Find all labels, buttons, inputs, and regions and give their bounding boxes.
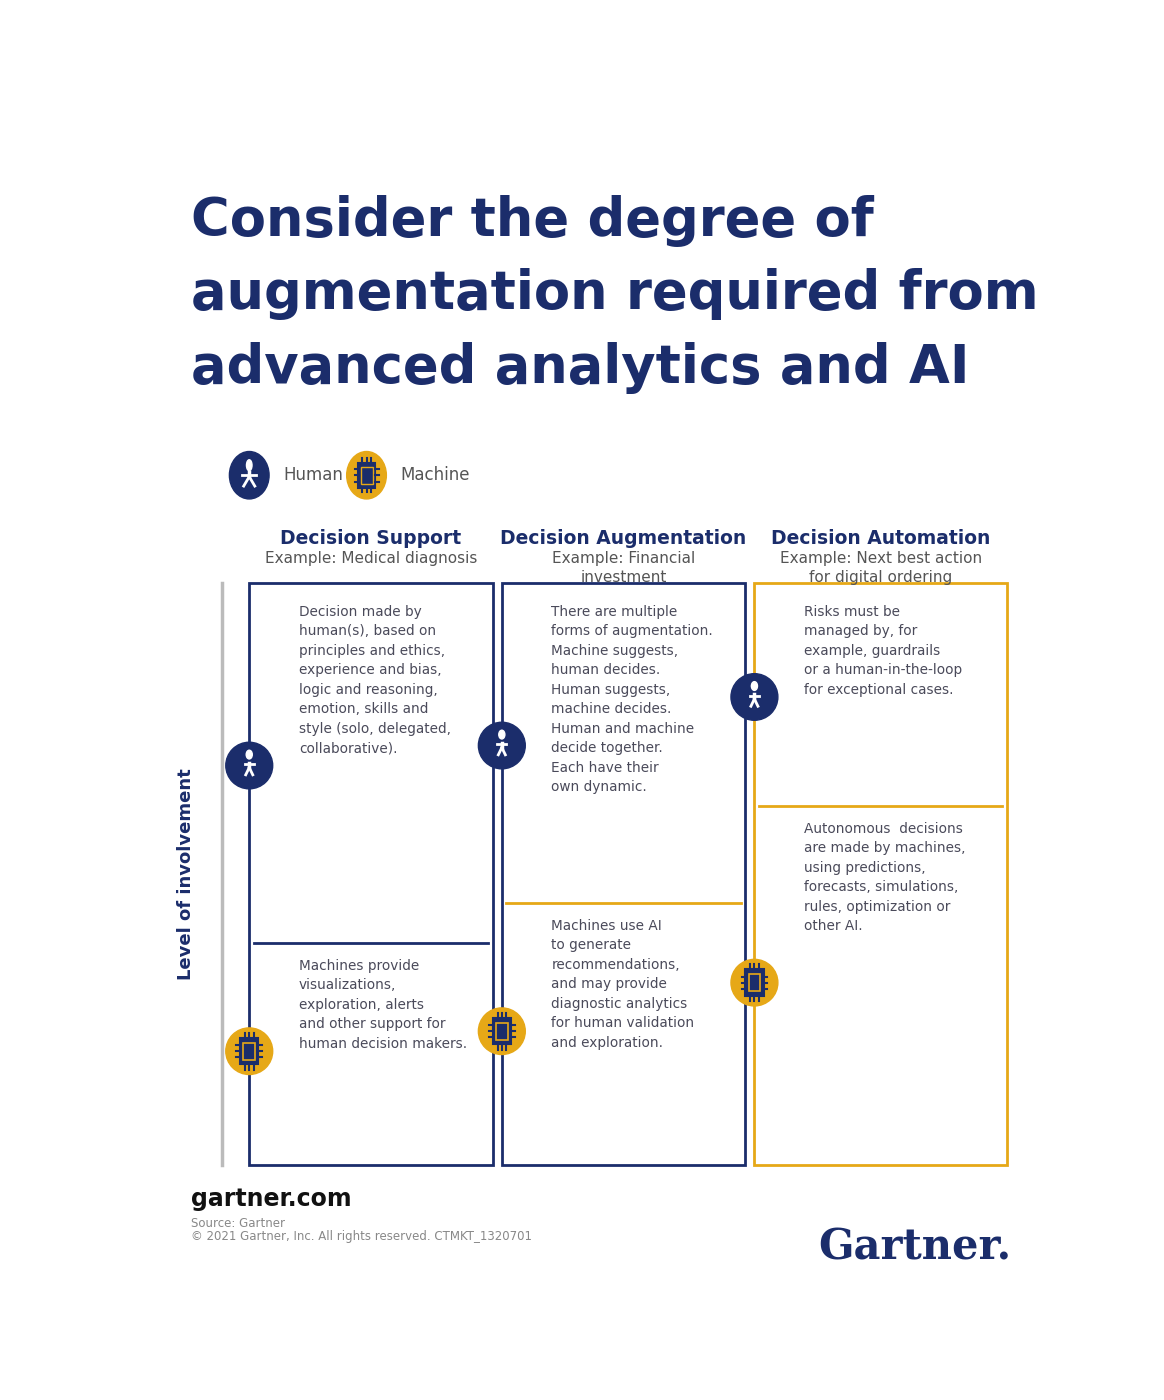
Text: gartner.com: gartner.com	[191, 1187, 352, 1211]
Text: Example: Medical diagnosis: Example: Medical diagnosis	[265, 550, 477, 566]
Text: Decision Augmentation: Decision Augmentation	[501, 529, 747, 549]
Text: Decision Support: Decision Support	[281, 529, 462, 549]
Ellipse shape	[752, 682, 758, 690]
Bar	[748, 974, 760, 991]
Bar	[745, 969, 764, 995]
Ellipse shape	[226, 1028, 272, 1075]
Ellipse shape	[247, 750, 253, 759]
Bar	[240, 1037, 258, 1064]
Text: Risks must be
managed by, for
example, guardrails
or a human-in-the-loop
for exc: Risks must be managed by, for example, g…	[804, 605, 963, 697]
Bar	[243, 1043, 255, 1060]
Text: augmentation required from: augmentation required from	[191, 269, 1038, 321]
Text: © 2021 Gartner, Inc. All rights reserved. CTMKT_1320701: © 2021 Gartner, Inc. All rights reserved…	[191, 1229, 532, 1243]
Text: Example: Next best action
for digital ordering: Example: Next best action for digital or…	[780, 550, 981, 585]
Text: There are multiple
forms of augmentation.
Machine suggests,
human decides.
Human: There are multiple forms of augmentation…	[552, 605, 714, 794]
Text: Machines use AI
to generate
recommendations,
and may provide
diagnostic analytic: Machines use AI to generate recommendati…	[552, 918, 695, 1050]
Ellipse shape	[731, 673, 778, 720]
Text: advanced analytics and AI: advanced analytics and AI	[191, 342, 970, 393]
Text: Decision made by
human(s), based on
principles and ethics,
experience and bias,
: Decision made by human(s), based on prin…	[299, 605, 450, 755]
Bar	[361, 466, 372, 484]
Text: Consider the degree of: Consider the degree of	[191, 195, 873, 246]
Ellipse shape	[478, 1008, 525, 1054]
Ellipse shape	[499, 731, 505, 739]
Text: Decision Automation: Decision Automation	[771, 529, 991, 549]
Ellipse shape	[247, 459, 253, 470]
Text: Human: Human	[284, 466, 343, 484]
FancyBboxPatch shape	[754, 582, 1007, 1165]
Ellipse shape	[229, 452, 269, 498]
Bar	[492, 1018, 511, 1044]
Ellipse shape	[226, 742, 272, 788]
Text: Example: Financial
investment: Example: Financial investment	[552, 550, 695, 585]
Text: Autonomous  decisions
are made by machines,
using predictions,
forecasts, simula: Autonomous decisions are made by machine…	[804, 822, 965, 934]
Text: Source: Gartner: Source: Gartner	[191, 1217, 285, 1229]
Ellipse shape	[478, 722, 525, 769]
Text: Machine: Machine	[400, 466, 470, 484]
Ellipse shape	[347, 452, 386, 498]
FancyBboxPatch shape	[502, 582, 745, 1165]
FancyBboxPatch shape	[249, 582, 492, 1165]
Text: Gartner.: Gartner.	[818, 1226, 1012, 1268]
Ellipse shape	[731, 959, 778, 1007]
Bar	[496, 1023, 508, 1040]
Text: Level of involvement: Level of involvement	[177, 769, 196, 980]
Text: Machines provide
visualizations,
exploration, alerts
and other support for
human: Machines provide visualizations, explora…	[299, 959, 467, 1051]
Bar	[357, 462, 375, 487]
